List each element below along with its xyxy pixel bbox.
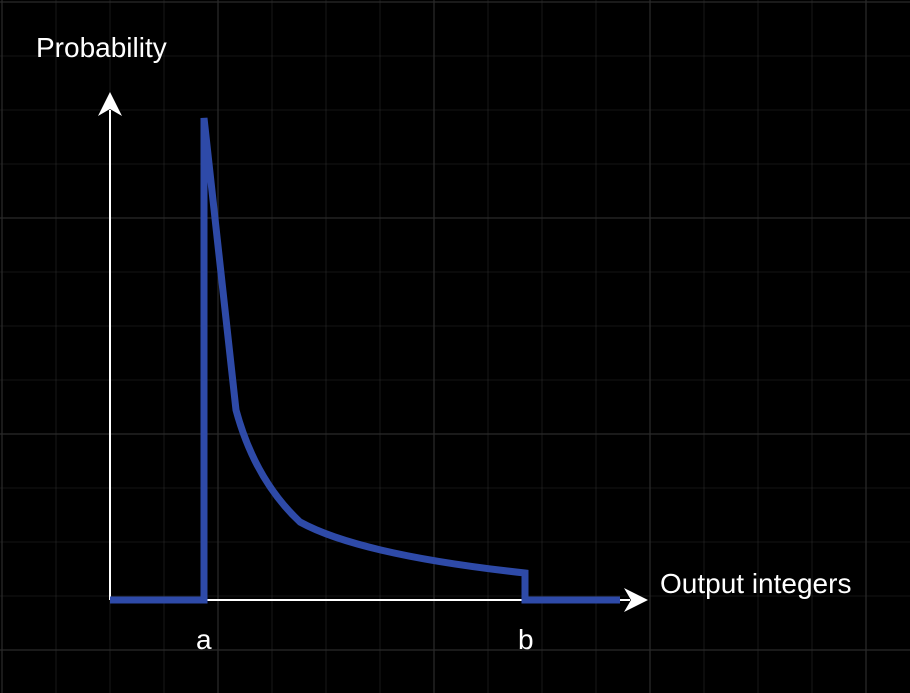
- x-axis-label: Output integers: [660, 568, 852, 599]
- y-axis-arrowhead: [98, 92, 122, 116]
- x-axis-arrowhead: [624, 588, 648, 612]
- y-axis-label: Probability: [36, 32, 167, 63]
- marker-b-label: b: [518, 624, 534, 655]
- probability-curve: [110, 117, 620, 604]
- marker-a-label: a: [196, 624, 212, 655]
